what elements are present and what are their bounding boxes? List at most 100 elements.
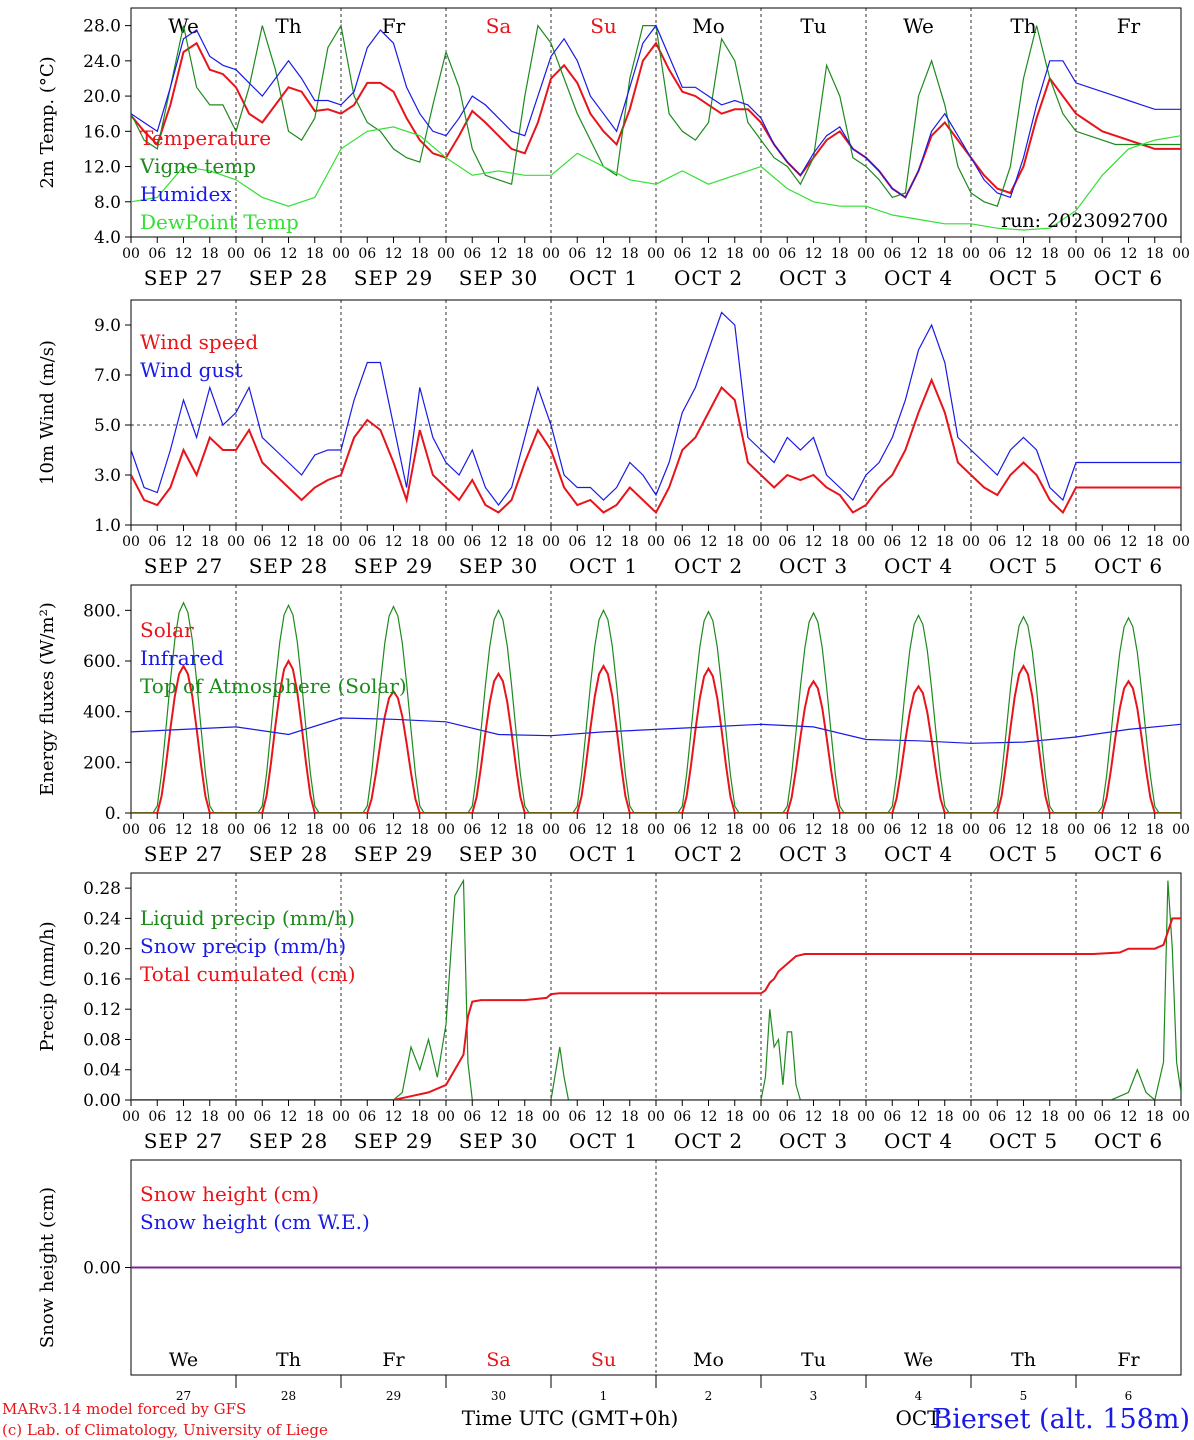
series-line-wind-speed	[131, 377, 1181, 515]
date-label: SEP 30	[459, 266, 539, 290]
date-label: SEP 27	[144, 1129, 224, 1153]
hour-tick-label: 00	[647, 246, 665, 262]
date-label: SEP 27	[144, 554, 224, 578]
hour-tick-label: 06	[358, 822, 376, 838]
hour-tick-label: 00	[1067, 246, 1085, 262]
lab-credit: (c) Lab. of Climatology, University of L…	[2, 1421, 328, 1439]
chart-panel-1: 4.0 8.0 12.0 16.0 20.0 24.0 28.0 2m Temp. (°C) 0…	[37, 7, 1190, 290]
date-label: SEP 30	[459, 842, 539, 866]
hour-tick-label: 06	[1093, 1109, 1111, 1125]
hour-tick-label: 00	[542, 534, 560, 550]
hour-tick-label: 12	[595, 534, 613, 550]
hour-tick-label: 18	[516, 822, 534, 838]
hour-tick-label: 06	[883, 246, 901, 262]
hour-tick-label: 06	[148, 534, 166, 550]
hour-tick-label: 06	[568, 534, 586, 550]
hour-tick-label: 12	[700, 534, 718, 550]
hour-tick-label: 00	[437, 246, 455, 262]
hour-tick-label: 06	[673, 822, 691, 838]
hour-tick-label: 00	[647, 1109, 665, 1125]
hour-tick-label: 12	[490, 1109, 508, 1125]
day-number-label: 29	[386, 1389, 401, 1403]
chart-panel-3: 0. 200. 400. 600. 800. Energy fluxes (W/m²) 00…	[37, 584, 1190, 866]
y-axis-label: 10m Wind (m/s)	[37, 340, 58, 485]
hour-tick-label: 06	[358, 534, 376, 550]
hour-tick-label: 18	[621, 534, 639, 550]
weekday-label: Tu	[801, 1349, 826, 1371]
hour-tick-label: 00	[122, 534, 140, 550]
hour-tick-label: 06	[988, 1109, 1006, 1125]
hour-tick-label: 00	[1172, 246, 1190, 262]
hour-tick-label: 12	[385, 246, 403, 262]
hour-tick-label: 00	[962, 534, 980, 550]
date-label: SEP 30	[459, 1129, 539, 1153]
date-label: SEP 30	[459, 554, 539, 578]
weekday-label: Mo	[693, 1349, 724, 1371]
date-label: SEP 29	[354, 1129, 434, 1153]
hour-tick-label: 12	[280, 534, 298, 550]
series-line-dewpoint-temp	[131, 126, 1181, 231]
hour-tick-label: 18	[831, 246, 849, 262]
hour-tick-label: 12	[280, 246, 298, 262]
y-tick-label: 3.0	[94, 466, 121, 486]
hour-tick-label: 18	[936, 1109, 954, 1125]
date-label: OCT 4	[884, 1129, 953, 1153]
day-number-label: 1	[600, 1389, 608, 1403]
y-axis-label: Energy fluxes (W/m²)	[37, 602, 58, 796]
hour-tick-label: 12	[1120, 246, 1138, 262]
legend-entry: Temperature	[140, 126, 271, 150]
y-tick-label: 20.0	[83, 87, 121, 107]
hour-tick-label: 00	[227, 822, 245, 838]
hour-tick-label: 06	[673, 534, 691, 550]
hour-tick-label: 18	[726, 246, 744, 262]
hour-tick-label: 18	[621, 1109, 639, 1125]
y-tick-label: 24.0	[83, 52, 121, 72]
hour-tick-label: 00	[542, 1109, 560, 1125]
y-axis-label: Snow height (cm)	[37, 1187, 58, 1348]
hour-tick-label: 12	[490, 246, 508, 262]
hour-tick-label: 12	[1015, 822, 1033, 838]
y-tick-label: 8.0	[94, 193, 121, 213]
weekday-label: Su	[590, 14, 617, 38]
hour-tick-label: 00	[962, 246, 980, 262]
hour-tick-label: 00	[542, 246, 560, 262]
model-credit: MARv3.14 model forced by GFS	[2, 1400, 246, 1418]
hour-tick-label: 12	[910, 822, 928, 838]
date-label: OCT 5	[989, 842, 1058, 866]
hour-tick-label: 00	[857, 246, 875, 262]
hour-tick-label: 06	[148, 1109, 166, 1125]
hour-tick-label: 12	[280, 1109, 298, 1125]
hour-tick-label: 12	[1120, 1109, 1138, 1125]
y-tick-label: 1.0	[94, 516, 121, 536]
chart-panel-5: 0.00 Snow height (cm) Snow height (cm) Snow…	[37, 1159, 1182, 1403]
hour-tick-label: 00	[332, 534, 350, 550]
weekday-label: Th	[276, 1349, 301, 1371]
hour-tick-label: 18	[306, 1109, 324, 1125]
series-line-total-cumulated-cm-	[131, 917, 1181, 1100]
hour-tick-label: 00	[1172, 1109, 1190, 1125]
y-tick-label: 0.04	[83, 1061, 121, 1081]
hour-tick-label: 06	[253, 1109, 271, 1125]
hour-tick-label: 18	[1146, 822, 1164, 838]
date-label: SEP 27	[144, 266, 224, 290]
legend-entry: Vigne temp	[139, 154, 256, 178]
hour-tick-label: 12	[910, 246, 928, 262]
hour-tick-label: 06	[883, 1109, 901, 1125]
hour-tick-label: 12	[490, 822, 508, 838]
hour-tick-label: 18	[1041, 246, 1059, 262]
hour-tick-label: 18	[936, 822, 954, 838]
hour-tick-label: 18	[1041, 822, 1059, 838]
weekday-label: Tu	[800, 14, 826, 38]
hour-tick-label: 18	[1041, 534, 1059, 550]
date-label: SEP 28	[249, 842, 329, 866]
date-label: OCT 1	[569, 842, 638, 866]
hour-tick-label: 12	[700, 1109, 718, 1125]
hour-tick-label: 18	[1146, 534, 1164, 550]
y-tick-label: 0.28	[83, 879, 121, 899]
hour-tick-label: 00	[752, 1109, 770, 1125]
weekday-label: Fr	[382, 1349, 405, 1371]
hour-tick-label: 00	[122, 822, 140, 838]
legend-entry: DewPoint Temp	[140, 210, 299, 234]
hour-tick-label: 12	[280, 822, 298, 838]
y-axis-label: 2m Temp. (°C)	[37, 56, 58, 188]
